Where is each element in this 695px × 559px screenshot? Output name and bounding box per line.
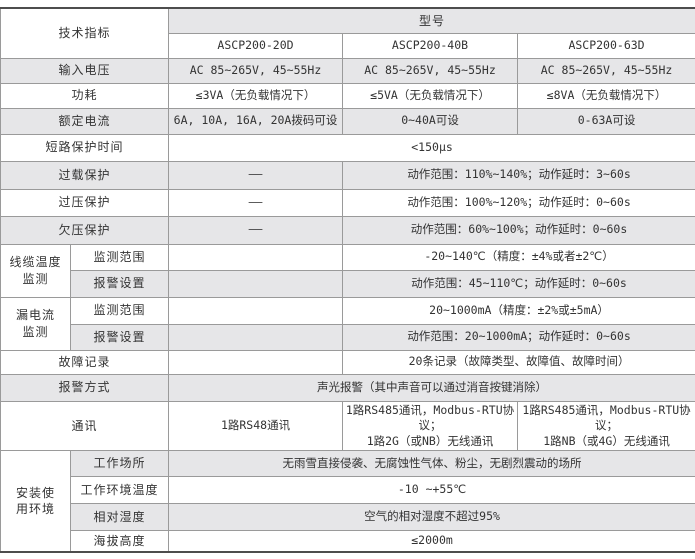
- input-voltage-20d: AC 85~265V, 45~55Hz: [168, 57, 344, 84]
- empty-cell: [168, 243, 344, 271]
- row-label-alarm-mode: 报警方式: [0, 373, 170, 402]
- group-label-cable-temp: 线缆温度 监测: [0, 243, 71, 298]
- spec-table: 技术指标 型号 ASCP200-20D ASCP200-40B ASCP200-…: [0, 7, 695, 553]
- env-humidity-label: 相对湿度: [69, 503, 170, 532]
- row-label-overload: 过载保护: [0, 160, 170, 190]
- row-label-power: 功耗: [0, 82, 170, 109]
- overvoltage-20d-dash: ——: [168, 188, 344, 217]
- overvoltage-value: 动作范围：100%~120%；动作延时：0~60s: [342, 188, 695, 217]
- power-20d: ≤3VA（无负载情况下）: [168, 82, 344, 109]
- cable-temp-range-value: -20~140℃（精度：±4%或者±2℃）: [342, 243, 695, 271]
- row-label-undervoltage: 欠压保护: [0, 215, 170, 245]
- empty-cell: [168, 269, 344, 298]
- rated-current-63d: 0-63A可设: [517, 107, 695, 135]
- empty-cell: [168, 296, 344, 325]
- input-voltage-63d: AC 85~265V, 45~55Hz: [517, 57, 695, 84]
- row-label-overvoltage: 过压保护: [0, 188, 170, 217]
- model-name-40b: ASCP200-40B: [342, 32, 519, 59]
- empty-cell: [168, 323, 344, 351]
- rated-current-40b: 0~40A可设: [342, 107, 519, 135]
- env-altitude-label: 海拔高度: [69, 530, 170, 553]
- leakage-alarm-label: 报警设置: [69, 323, 170, 351]
- rated-current-20d: 6A, 10A, 16A, 20A拨码可设: [168, 107, 344, 135]
- power-63d: ≤8VA（无负载情况下）: [517, 82, 695, 109]
- overload-value: 动作范围：110%~140%；动作延时：3~60s: [342, 160, 695, 190]
- overload-20d-dash: ——: [168, 160, 344, 190]
- cable-temp-alarm-label: 报警设置: [69, 269, 170, 298]
- leakage-alarm-value: 动作范围：20~1000mA；动作延时：0~60s: [342, 323, 695, 351]
- group-label-leakage: 漏电流 监测: [0, 296, 71, 351]
- group-label-environment: 安装使 用环境: [0, 450, 71, 553]
- env-workplace-label: 工作场所: [69, 450, 170, 478]
- comm-63d: 1路RS485通讯，Modbus-RTU协议； 1路NB（或4G）无线通讯: [517, 400, 695, 452]
- undervoltage-value: 动作范围：60%~100%；动作延时：0~60s: [342, 215, 695, 245]
- power-40b: ≤5VA（无负载情况下）: [342, 82, 519, 109]
- row-label-comm: 通讯: [0, 400, 170, 452]
- env-humidity-value: 空气的相对湿度不超过95%: [168, 503, 695, 532]
- undervoltage-20d-dash: ——: [168, 215, 344, 245]
- header-tech-label: 技术指标: [0, 7, 170, 59]
- cable-temp-alarm-value: 动作范围：45~110℃；动作延时：0~60s: [342, 269, 695, 298]
- env-altitude-value: ≤2000m: [168, 530, 695, 553]
- cable-temp-range-label: 监测范围: [69, 243, 170, 271]
- model-name-63d: ASCP200-63D: [517, 32, 695, 59]
- header-model-label: 型号: [168, 7, 695, 34]
- empty-cell: [168, 349, 344, 375]
- env-workplace-value: 无雨雪直接侵袭、无腐蚀性气体、粉尘，无剧烈震动的场所: [168, 450, 695, 478]
- comm-20d: 1路RS48通讯: [168, 400, 344, 452]
- short-circuit-value: <150μs: [168, 133, 695, 162]
- row-label-rated-current: 额定电流: [0, 107, 170, 135]
- input-voltage-40b: AC 85~265V, 45~55Hz: [342, 57, 519, 84]
- env-temperature-value: -10 ~+55℃: [168, 476, 695, 505]
- alarm-mode-value: 声光报警（其中声音可以通过消音按键消除）: [168, 373, 695, 402]
- fault-record-value: 20条记录（故障类型、故障值、故障时间）: [342, 349, 695, 375]
- leakage-range-label: 监测范围: [69, 296, 170, 325]
- model-name-20d: ASCP200-20D: [168, 32, 344, 59]
- row-label-input-voltage: 输入电压: [0, 57, 170, 84]
- env-temperature-label: 工作环境温度: [69, 476, 170, 505]
- row-label-fault-record: 故障记录: [0, 349, 170, 375]
- comm-40b: 1路RS485通讯，Modbus-RTU协议； 1路2G（或NB）无线通讯: [342, 400, 519, 452]
- row-label-short-circuit: 短路保护时间: [0, 133, 170, 162]
- leakage-range-value: 20~1000mA（精度：±2%或±5mA）: [342, 296, 695, 325]
